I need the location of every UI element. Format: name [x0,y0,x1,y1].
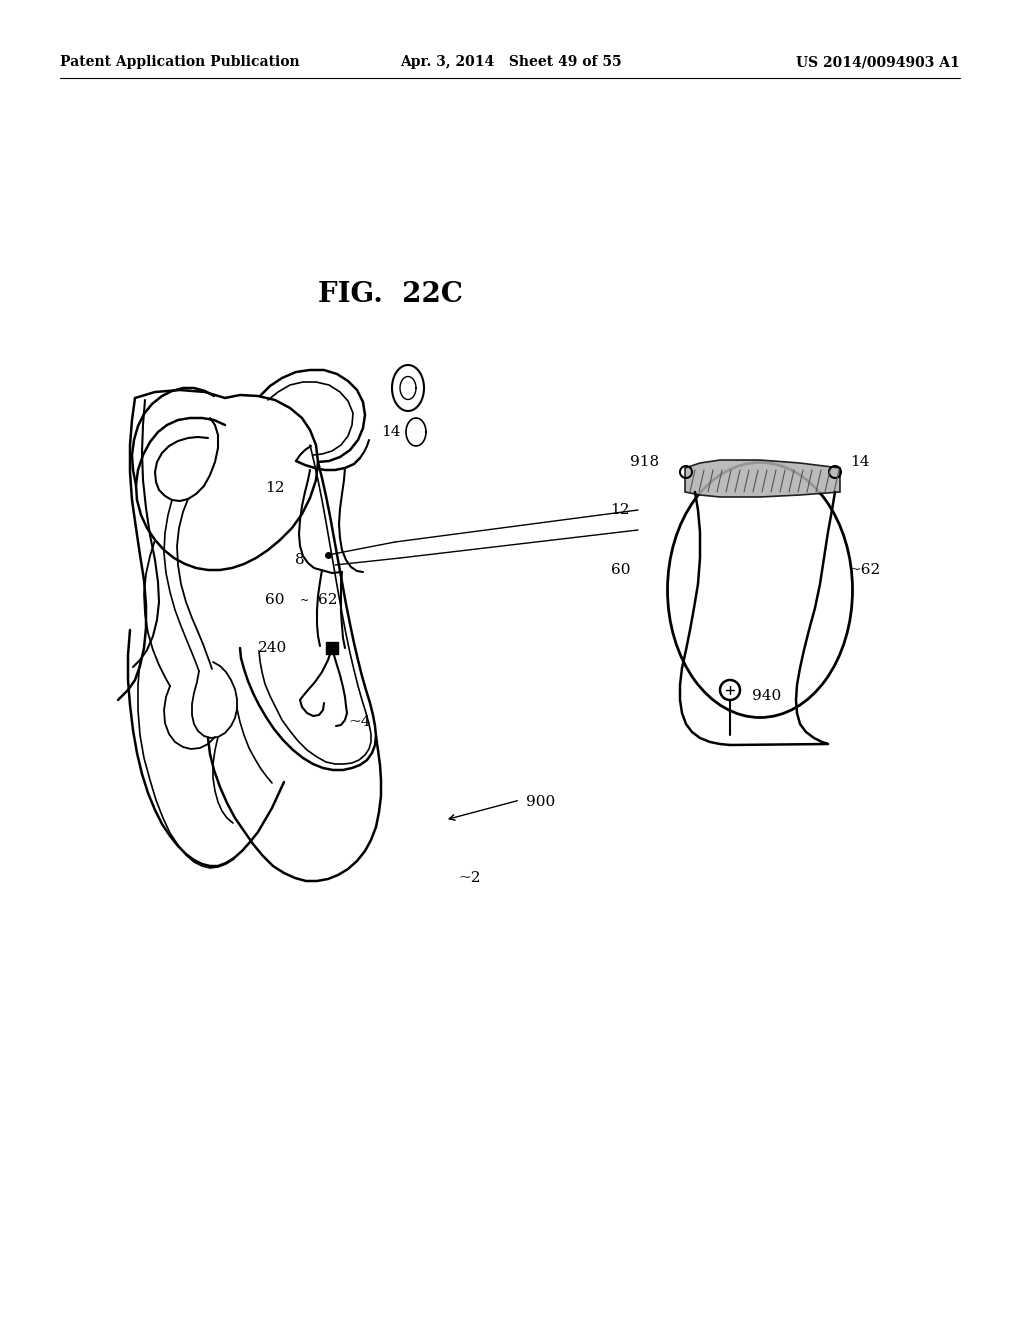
Text: ~2: ~2 [458,871,480,884]
Text: FIG.  22C: FIG. 22C [317,281,463,309]
Text: 12: 12 [265,480,285,495]
Text: 918: 918 [630,455,659,469]
Text: Apr. 3, 2014   Sheet 49 of 55: Apr. 3, 2014 Sheet 49 of 55 [400,55,622,69]
Text: ~: ~ [300,597,309,606]
Text: 8: 8 [295,553,305,568]
Polygon shape [685,459,840,498]
Text: Patent Application Publication: Patent Application Publication [60,55,300,69]
Text: ~62: ~62 [848,564,881,577]
Text: 14: 14 [381,425,400,440]
Text: ~4: ~4 [348,715,371,729]
Text: US 2014/0094903 A1: US 2014/0094903 A1 [797,55,961,69]
Text: 940: 940 [752,689,781,704]
Text: 240: 240 [258,642,287,655]
Text: 60: 60 [610,564,630,577]
Text: 60: 60 [265,593,285,607]
Text: 900: 900 [526,795,555,809]
Text: 12: 12 [610,503,630,517]
Text: 62: 62 [318,593,338,607]
Text: 14: 14 [850,455,869,469]
